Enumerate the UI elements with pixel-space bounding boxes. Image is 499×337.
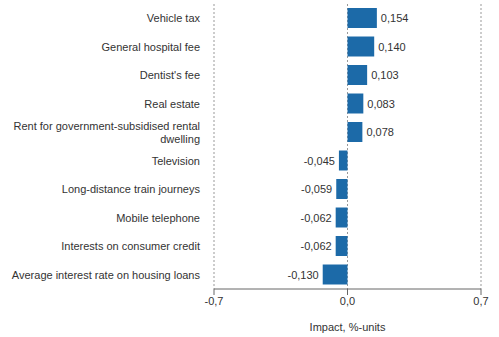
svg-text:0,7: 0,7	[473, 295, 488, 307]
svg-text:0,083: 0,083	[367, 98, 395, 110]
svg-text:General hospital fee: General hospital fee	[102, 41, 200, 53]
svg-text:-0,130: -0,130	[288, 269, 319, 281]
svg-text:0,078: 0,078	[366, 126, 394, 138]
svg-text:-0,062: -0,062	[300, 212, 331, 224]
svg-text:Rent for government-subsidised: Rent for government-subsidised rental	[14, 120, 200, 132]
svg-text:0,103: 0,103	[371, 69, 399, 81]
svg-text:-0,7: -0,7	[205, 295, 224, 307]
svg-text:0,0: 0,0	[340, 295, 355, 307]
svg-text:-0,045: -0,045	[304, 155, 335, 167]
svg-text:Real estate: Real estate	[144, 98, 200, 110]
svg-text:Long-distance train journeys: Long-distance train journeys	[62, 183, 201, 195]
svg-text:0,140: 0,140	[378, 41, 406, 53]
svg-text:Vehicle tax: Vehicle tax	[147, 12, 201, 24]
svg-text:0,154: 0,154	[381, 12, 409, 24]
svg-text:Mobile telephone: Mobile telephone	[116, 212, 200, 224]
svg-text:Dentist's fee: Dentist's fee	[140, 69, 200, 81]
svg-text:Average interest rate on housi: Average interest rate on housing loans	[12, 269, 201, 281]
svg-text:-0,062: -0,062	[300, 240, 331, 252]
svg-text:dwelling: dwelling	[160, 133, 200, 145]
svg-text:Television: Television	[152, 155, 200, 167]
svg-text:-0,059: -0,059	[301, 183, 332, 195]
svg-text:Interests on consumer credit: Interests on consumer credit	[61, 240, 200, 252]
svg-text:Impact, %-units: Impact, %-units	[310, 321, 386, 333]
